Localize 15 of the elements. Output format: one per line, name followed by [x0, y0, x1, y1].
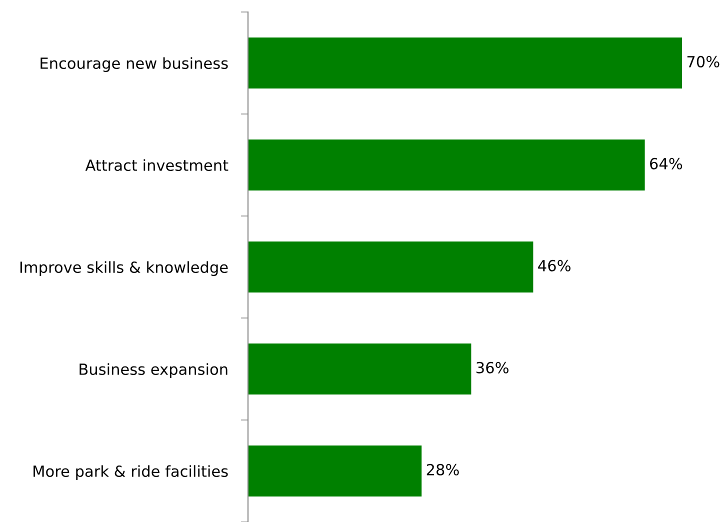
- bar: [248, 140, 645, 190]
- bar: [248, 344, 472, 394]
- data-label: 36%: [476, 362, 508, 374]
- bar: [248, 446, 422, 496]
- data-label: 64%: [650, 158, 682, 170]
- data-label: 46%: [538, 260, 570, 272]
- bar: [248, 38, 682, 88]
- bar: [248, 242, 534, 292]
- y-tick-label: Attract investment: [85, 159, 228, 172]
- y-tick-label: Improve skills & knowledge: [20, 261, 228, 276]
- data-label: 28%: [426, 464, 459, 476]
- y-tick-label: Business expansion: [80, 363, 228, 378]
- y-tick-label: Encourage new business: [40, 57, 228, 72]
- y-tick-label: More park & ride facilities: [34, 465, 228, 480]
- data-label: 70%: [687, 56, 720, 68]
